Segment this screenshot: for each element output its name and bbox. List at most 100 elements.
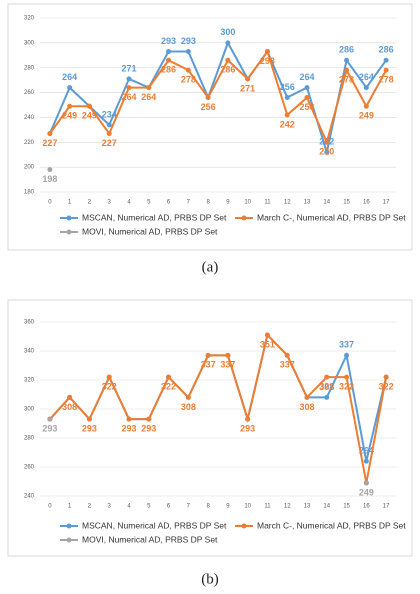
data-label: 264 xyxy=(141,92,156,102)
caption: (b) xyxy=(201,571,219,587)
data-point xyxy=(324,139,330,145)
data-label: 286 xyxy=(379,45,394,55)
data-point xyxy=(166,374,172,380)
y-tick-label: 240 xyxy=(24,115,35,121)
data-point xyxy=(67,394,73,400)
x-tick-label: 14 xyxy=(323,504,330,510)
data-point xyxy=(126,76,132,82)
legend-marker xyxy=(66,537,72,543)
x-tick-label: 6 xyxy=(167,504,171,510)
data-label: 286 xyxy=(339,45,354,55)
data-label: 249 xyxy=(359,487,374,497)
data-label: 234 xyxy=(102,109,117,119)
data-point xyxy=(47,131,53,137)
data-label: 308 xyxy=(62,402,77,412)
series-line xyxy=(49,333,388,484)
data-point xyxy=(185,67,191,73)
data-point xyxy=(324,394,330,400)
x-tick-label: 16 xyxy=(363,200,370,206)
data-point xyxy=(284,112,290,118)
data-label: 286 xyxy=(220,65,235,75)
data-label: 278 xyxy=(379,75,394,85)
x-tick-label: 2 xyxy=(88,504,92,510)
data-label: 308 xyxy=(319,382,334,392)
data-label: 322 xyxy=(161,381,176,391)
data-label: 351 xyxy=(260,339,275,349)
x-tick-label: 5 xyxy=(147,200,151,206)
data-label: 220 xyxy=(319,147,334,157)
x-tick-label: 3 xyxy=(108,504,112,510)
x-tick-label: 10 xyxy=(244,200,251,206)
data-point xyxy=(146,85,152,91)
series-line xyxy=(48,40,387,157)
data-label: 256 xyxy=(280,82,295,92)
data-label: 256 xyxy=(201,102,216,112)
data-label: 198 xyxy=(42,174,57,184)
caption: (a) xyxy=(202,259,219,275)
y-tick-label: 180 xyxy=(24,190,35,196)
data-label: 242 xyxy=(280,119,295,129)
data-point xyxy=(185,49,191,55)
data-label: 256 xyxy=(299,102,314,112)
x-tick-label: 15 xyxy=(343,200,350,206)
data-point xyxy=(225,40,231,46)
data-label: 264 xyxy=(359,72,374,82)
y-tick-label: 300 xyxy=(24,407,35,413)
data-point xyxy=(363,480,369,486)
data-label: 308 xyxy=(181,402,196,412)
data-point xyxy=(304,85,310,91)
data-label: 264 xyxy=(62,72,77,82)
data-label: 264 xyxy=(299,72,314,82)
data-point xyxy=(284,95,290,101)
data-point xyxy=(324,374,330,380)
data-point xyxy=(205,352,211,358)
y-tick-label: 280 xyxy=(24,436,35,442)
x-tick-label: 4 xyxy=(127,200,131,206)
y-tick-label: 260 xyxy=(24,465,35,471)
x-tick-label: 12 xyxy=(284,504,291,510)
legend-marker xyxy=(66,215,72,221)
data-point xyxy=(47,416,53,422)
data-label: 293 xyxy=(260,56,275,66)
data-point xyxy=(344,374,350,380)
legend-label: MSCAN, Numerical AD, PRBS DP Set xyxy=(82,520,227,530)
legend-marker xyxy=(66,229,72,235)
data-point xyxy=(383,57,389,63)
legend-label: MOVI, Numerical AD, PRBS DP Set xyxy=(82,226,218,236)
x-tick-label: 15 xyxy=(343,504,350,510)
x-tick-label: 6 xyxy=(167,200,171,206)
data-label: 322 xyxy=(319,381,334,391)
x-tick-label: 10 xyxy=(244,504,251,510)
data-point xyxy=(225,352,231,358)
y-tick-label: 360 xyxy=(24,320,35,326)
y-tick-label: 320 xyxy=(24,378,35,384)
x-tick-label: 14 xyxy=(323,200,330,206)
data-point xyxy=(383,67,389,73)
data-label: 264 xyxy=(359,446,374,456)
data-point xyxy=(106,131,112,137)
x-tick-label: 1 xyxy=(68,504,72,510)
data-point xyxy=(245,416,251,422)
data-point xyxy=(324,149,330,155)
x-tick-label: 8 xyxy=(206,504,210,510)
data-point xyxy=(67,85,73,91)
data-label: 293 xyxy=(181,36,196,46)
x-tick-label: 4 xyxy=(127,504,131,510)
data-label: 249 xyxy=(82,111,97,121)
data-point xyxy=(284,352,290,358)
x-tick-label: 1 xyxy=(68,200,72,206)
legend-label: March C-, Numerical AD, PRBS DP Set xyxy=(257,520,406,530)
data-point xyxy=(86,103,92,109)
data-point xyxy=(106,122,112,128)
chart-frame xyxy=(7,299,413,557)
data-point xyxy=(146,416,152,422)
data-label: 337 xyxy=(201,360,216,370)
data-label: 337 xyxy=(280,360,295,370)
x-tick-label: 9 xyxy=(226,200,230,206)
data-label: 293 xyxy=(240,424,255,434)
x-tick-label: 5 xyxy=(147,504,151,510)
y-tick-label: 320 xyxy=(24,16,35,22)
data-point xyxy=(344,67,350,73)
data-point xyxy=(264,332,270,338)
data-label: 278 xyxy=(181,75,196,85)
